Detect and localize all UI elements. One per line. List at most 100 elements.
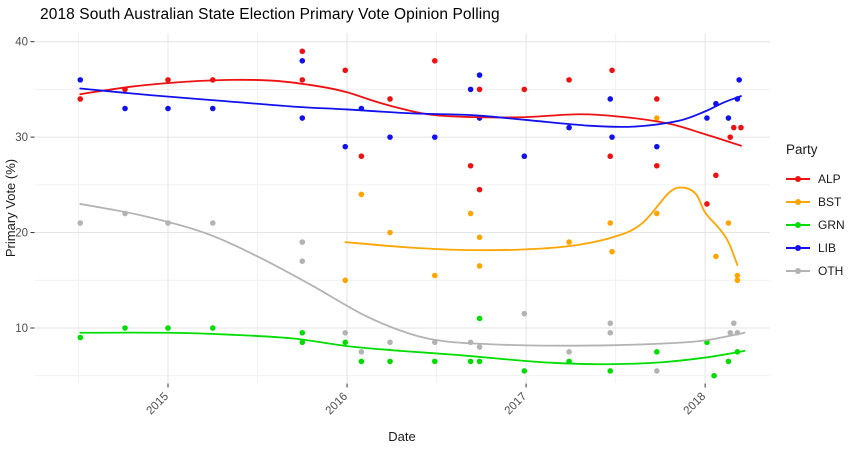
legend-items: ALP BST GRN LIB OTH bbox=[786, 167, 865, 282]
point-LIB bbox=[654, 143, 660, 150]
point-LIB bbox=[77, 77, 84, 83]
legend-key-dot bbox=[795, 244, 801, 251]
point-ALP bbox=[607, 153, 614, 160]
x-tick-label: 2015 bbox=[145, 391, 172, 418]
trend-GRN bbox=[79, 331, 746, 366]
y-tick-label: 30 bbox=[15, 132, 28, 144]
legend-key-icon bbox=[786, 264, 810, 278]
point-BST bbox=[725, 220, 732, 226]
point-BST bbox=[431, 272, 438, 279]
point-ALP bbox=[387, 96, 393, 102]
point-GRN bbox=[654, 349, 660, 355]
legend-key-dot bbox=[795, 221, 801, 228]
point-ALP bbox=[476, 186, 483, 193]
point-ALP bbox=[738, 124, 744, 131]
point-ALP bbox=[609, 67, 615, 74]
point-ALP bbox=[165, 77, 171, 83]
trend-OTH bbox=[79, 203, 746, 347]
point-LIB bbox=[521, 153, 528, 160]
point-LIB bbox=[609, 134, 615, 140]
point-LIB bbox=[299, 115, 306, 121]
point-LIB bbox=[165, 105, 171, 112]
point-ALP bbox=[713, 172, 719, 179]
legend-key-icon bbox=[786, 241, 810, 255]
point-GRN bbox=[725, 358, 732, 365]
point-LIB bbox=[736, 77, 742, 83]
point-BST bbox=[467, 210, 474, 217]
point-BST bbox=[387, 229, 393, 236]
point-LIB bbox=[467, 86, 474, 93]
point-GRN bbox=[165, 325, 171, 331]
point-OTH bbox=[299, 258, 306, 264]
trend-BST bbox=[344, 186, 739, 266]
point-BST bbox=[734, 272, 741, 279]
point-OTH bbox=[654, 368, 660, 374]
point-ALP bbox=[566, 77, 572, 83]
point-ALP bbox=[431, 57, 438, 64]
point-GRN bbox=[358, 358, 365, 365]
x-tick-label: 2016 bbox=[324, 391, 351, 418]
point-GRN bbox=[342, 339, 349, 346]
point-ALP bbox=[730, 124, 737, 131]
point-GRN bbox=[387, 358, 393, 365]
legend-title: Party bbox=[786, 142, 818, 157]
point-OTH bbox=[521, 310, 528, 317]
point-OTH bbox=[607, 329, 614, 336]
point-BST bbox=[607, 220, 614, 226]
y-tick-label: 40 bbox=[15, 37, 28, 49]
legend-key-icon bbox=[786, 172, 810, 186]
point-GRN bbox=[476, 358, 483, 365]
point-GRN bbox=[711, 372, 717, 379]
point-GRN bbox=[431, 358, 438, 365]
legend-item-LIB: LIB bbox=[786, 236, 865, 259]
trend-ALP bbox=[79, 78, 742, 147]
point-OTH bbox=[607, 320, 614, 327]
legend-item-OTH: OTH bbox=[786, 259, 865, 282]
point-ALP bbox=[654, 96, 660, 102]
point-LIB bbox=[566, 124, 572, 131]
legend-label: BST bbox=[818, 194, 842, 209]
point-LIB bbox=[387, 134, 393, 140]
point-LIB bbox=[704, 115, 710, 121]
point-OTH bbox=[476, 344, 483, 350]
point-ALP bbox=[77, 96, 84, 102]
point-LIB bbox=[299, 57, 306, 64]
trend-LIB bbox=[79, 87, 742, 128]
point-GRN bbox=[122, 325, 128, 331]
plot-graphics: 2015 2016 2017 2018 10 20 30 40 bbox=[15, 33, 770, 417]
x-axis-label: Date bbox=[388, 429, 415, 444]
point-BST bbox=[713, 253, 719, 260]
point-ALP bbox=[727, 134, 734, 140]
point-ALP bbox=[521, 86, 528, 93]
point-OTH bbox=[209, 220, 216, 226]
point-GRN bbox=[476, 315, 483, 322]
point-GRN bbox=[607, 368, 614, 374]
point-GRN bbox=[299, 339, 306, 346]
point-GRN bbox=[299, 329, 306, 336]
legend: Party ALP BST GRN LIB OTH bbox=[786, 142, 865, 282]
point-OTH bbox=[727, 329, 734, 336]
point-BST bbox=[609, 248, 615, 255]
point-OTH bbox=[730, 320, 737, 327]
point-GRN bbox=[521, 368, 528, 374]
x-tick-label: 2017 bbox=[503, 391, 530, 418]
point-GRN bbox=[77, 334, 84, 341]
y-axis-label: Primary Vote (%) bbox=[3, 159, 18, 257]
legend-key-icon bbox=[786, 218, 810, 232]
legend-key-icon bbox=[786, 195, 810, 209]
point-LIB bbox=[431, 134, 438, 140]
point-ALP bbox=[467, 162, 474, 169]
point-OTH bbox=[342, 329, 349, 336]
legend-key-dot bbox=[795, 267, 801, 274]
chart-title: 2018 South Australian State Election Pri… bbox=[40, 6, 500, 23]
point-LIB bbox=[607, 96, 614, 102]
point-ALP bbox=[654, 162, 660, 169]
point-OTH bbox=[358, 349, 365, 355]
y-tick-label: 20 bbox=[15, 228, 28, 240]
point-OTH bbox=[387, 339, 393, 346]
point-BST bbox=[654, 115, 660, 121]
point-ALP bbox=[704, 201, 710, 207]
point-BST bbox=[476, 234, 483, 241]
point-BST bbox=[476, 263, 483, 269]
point-OTH bbox=[299, 239, 306, 245]
